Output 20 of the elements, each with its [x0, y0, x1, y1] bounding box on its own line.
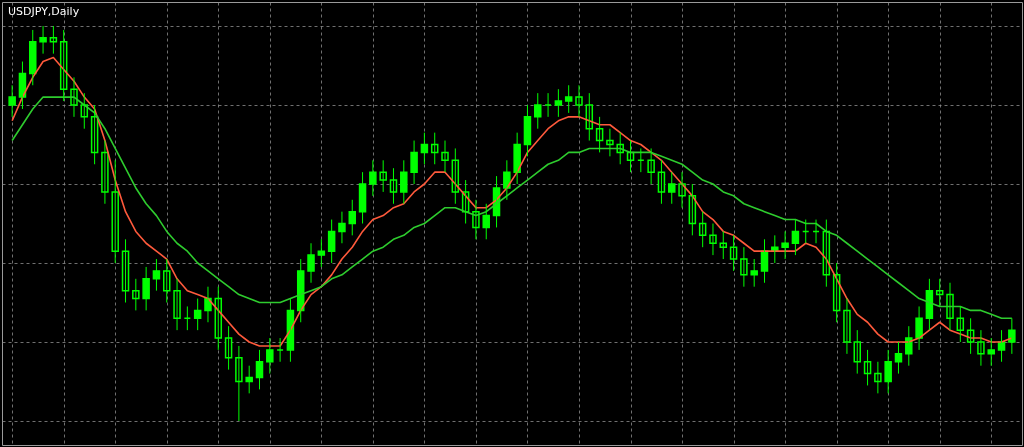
chart-title: USDJPY,Daily: [8, 5, 80, 18]
candlestick: [111, 159, 119, 264]
candlestick: [39, 25, 47, 55]
candlestick: [534, 92, 542, 130]
candlestick: [554, 88, 563, 118]
candlestick: [482, 203, 490, 240]
candlestick: [379, 159, 387, 193]
candlestick: [29, 29, 37, 86]
candlestick: [884, 349, 892, 394]
candlestick: [987, 337, 995, 367]
candlestick: [245, 365, 253, 394]
candlestick: [317, 238, 326, 268]
candlestick: [1008, 317, 1016, 355]
candlestick: [49, 25, 58, 55]
candlestick: [400, 159, 408, 205]
candlestick: [132, 278, 140, 311]
candlestick: [750, 258, 758, 288]
candlestick: [564, 84, 573, 114]
candlestick: [266, 337, 274, 375]
candlestick: [8, 84, 16, 118]
